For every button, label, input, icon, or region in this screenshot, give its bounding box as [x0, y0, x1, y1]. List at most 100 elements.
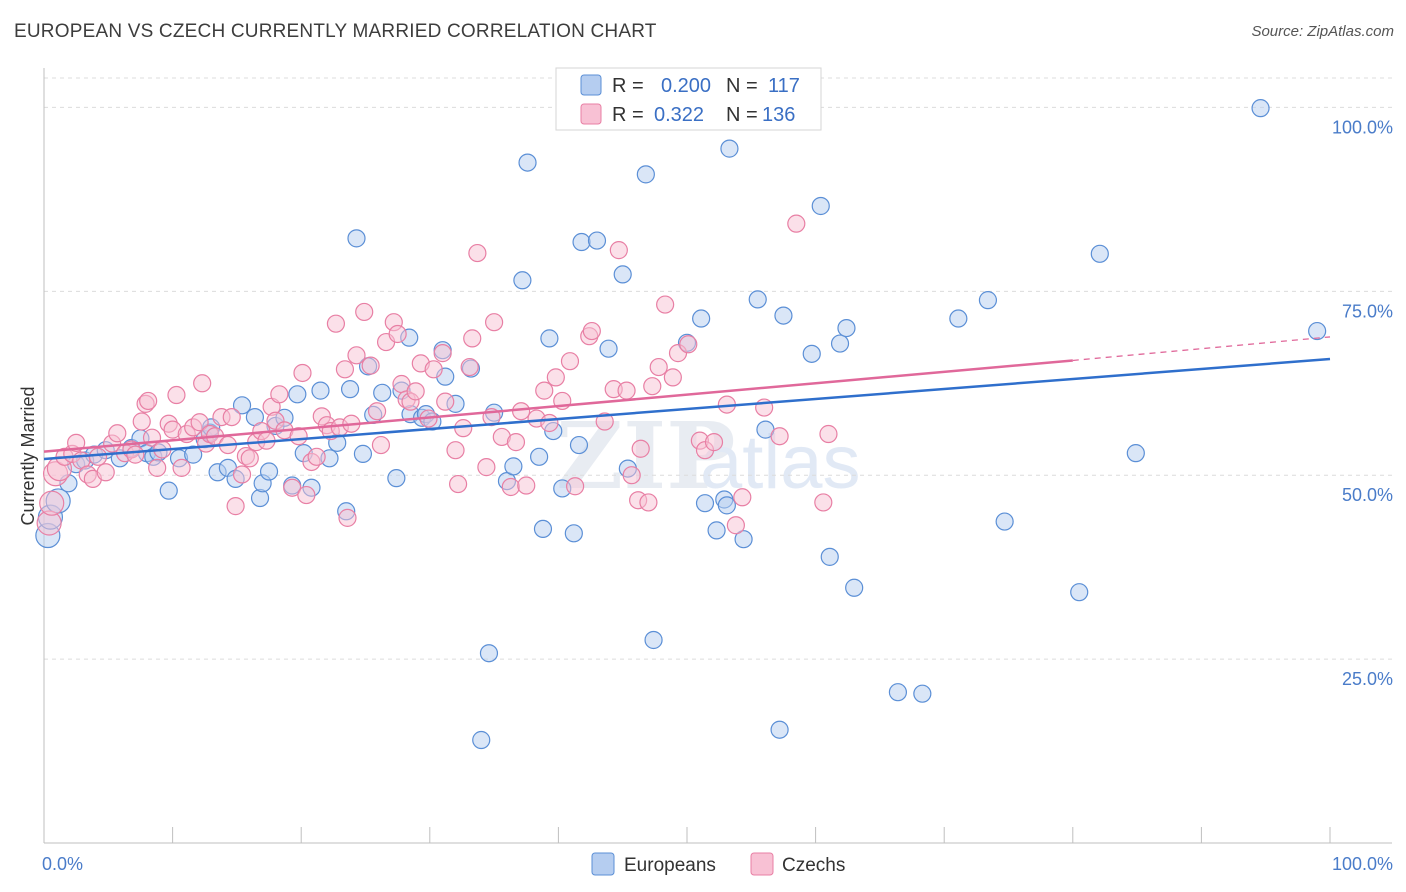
y-tick-labels: 25.0% 50.0% 75.0% 100.0% [1332, 117, 1393, 689]
czechs-point-84 [468, 243, 487, 263]
czechs-point-11 [96, 463, 115, 482]
europeans-point-27 [259, 462, 279, 481]
czechs-point-82 [460, 357, 479, 377]
europeans-point-96 [913, 684, 932, 703]
europeans-point-59 [504, 457, 523, 476]
europeans-swatch [580, 74, 602, 96]
europeans-point-62 [530, 447, 549, 466]
czechs-point-64 [361, 356, 380, 375]
europeans-point-79 [695, 494, 715, 513]
legend-czechs-swatch [750, 852, 774, 876]
czechs-r-value: 0.322 [654, 104, 704, 126]
czechs-point-36 [222, 408, 241, 427]
czechs-point-113 [663, 368, 682, 387]
czechs-point-30 [193, 374, 212, 393]
czechs-point-13 [108, 424, 127, 443]
europeans-r-label: R = [612, 75, 644, 97]
czechs-point-21 [148, 458, 167, 477]
czechs-point-115 [679, 335, 698, 354]
europeans-point-23 [232, 396, 252, 415]
europeans-point-104 [1308, 321, 1327, 341]
czechs-n-value: 136 [762, 104, 795, 126]
czechs-point-53 [307, 447, 326, 466]
europeans-point-84 [734, 530, 753, 549]
czechs-point-102 [595, 412, 614, 431]
stats-legend: R = 0.200 N = 117 R = 0.322 N = 136 [555, 67, 822, 131]
czechs-point-125 [814, 493, 833, 512]
czechs-point-16 [126, 445, 145, 464]
europeans-point-94 [845, 578, 864, 597]
czechs-point-63 [355, 302, 374, 322]
europeans-point-97 [949, 309, 968, 328]
europeans-point-87 [770, 720, 789, 739]
series-legend: Europeans Czechs [591, 852, 845, 876]
europeans-point-56 [479, 644, 499, 663]
europeans-point-70 [587, 231, 607, 250]
czechs-point-19 [139, 391, 158, 411]
czechs-point-112 [656, 295, 675, 314]
czechs-point-109 [639, 493, 658, 512]
europeans-point-98 [978, 291, 998, 310]
czechs-point-38 [232, 465, 252, 484]
czechs-point-110 [643, 377, 662, 396]
europeans-point-75 [644, 630, 663, 650]
axes [43, 68, 1392, 844]
legend-czechs-label: Czechs [782, 855, 845, 876]
czechs-point-92 [517, 476, 536, 495]
europeans-trend-line [43, 357, 1331, 461]
europeans-point-101 [1090, 244, 1109, 263]
europeans-point-60 [513, 271, 532, 290]
czechs-point-37 [226, 497, 245, 516]
europeans-point-69 [572, 232, 591, 252]
trend-lines [43, 336, 1331, 461]
czechs-n-label: N = [726, 104, 758, 126]
czechs-point-40 [240, 449, 259, 468]
europeans-point-103 [1251, 99, 1270, 118]
czechs-point-87 [485, 313, 504, 332]
europeans-point-38 [340, 380, 360, 399]
europeans-point-91 [820, 547, 839, 566]
czechs-point-80 [448, 474, 468, 494]
czechs-point-77 [433, 344, 452, 363]
europeans-point-61 [518, 153, 537, 172]
europeans-point-34 [311, 381, 330, 400]
czechs-point-121 [733, 488, 752, 507]
europeans-point-80 [707, 521, 726, 540]
czechs-point-105 [617, 381, 636, 400]
czechs-point-124 [787, 214, 806, 233]
czechs-point-91 [512, 402, 531, 421]
europeans-point-100 [1070, 583, 1089, 602]
czechs-point-89 [501, 477, 520, 497]
czechs-point-46 [270, 385, 289, 404]
europeans-point-102 [1126, 444, 1145, 463]
gridlines [44, 77, 1392, 660]
europeans-point-72 [613, 265, 632, 284]
czechs-point-81 [454, 419, 473, 438]
europeans-point-64 [540, 329, 559, 348]
czechs-point-123 [770, 427, 789, 446]
europeans-point-88 [774, 306, 793, 325]
europeans-point-43 [373, 383, 392, 402]
czechs-point-104 [609, 241, 628, 260]
europeans-point-89 [802, 344, 821, 363]
czechs-point-101 [582, 321, 601, 341]
czechs-point-62 [347, 346, 366, 365]
x-tick-label-0: 0.0% [42, 854, 83, 874]
czechs-point-65 [367, 402, 387, 421]
czechs-point-99 [566, 477, 585, 496]
x-tick-labels: 0.0% 100.0% [42, 854, 1393, 874]
europeans-point-31 [288, 385, 307, 404]
czechs-point-79 [446, 441, 465, 460]
czechs-point-69 [388, 324, 407, 344]
europeans-point-95 [888, 683, 908, 702]
czechs-point-29 [190, 413, 209, 432]
europeans-point-68 [569, 435, 589, 455]
y-tick-label-0: 25.0% [1342, 669, 1393, 689]
europeans-point-63 [533, 519, 553, 539]
europeans-point-25 [250, 488, 270, 508]
czechs-point-26 [172, 458, 191, 477]
czechs-point-126 [819, 424, 838, 444]
europeans-point-55 [472, 730, 491, 750]
europeans-point-71 [599, 339, 618, 358]
